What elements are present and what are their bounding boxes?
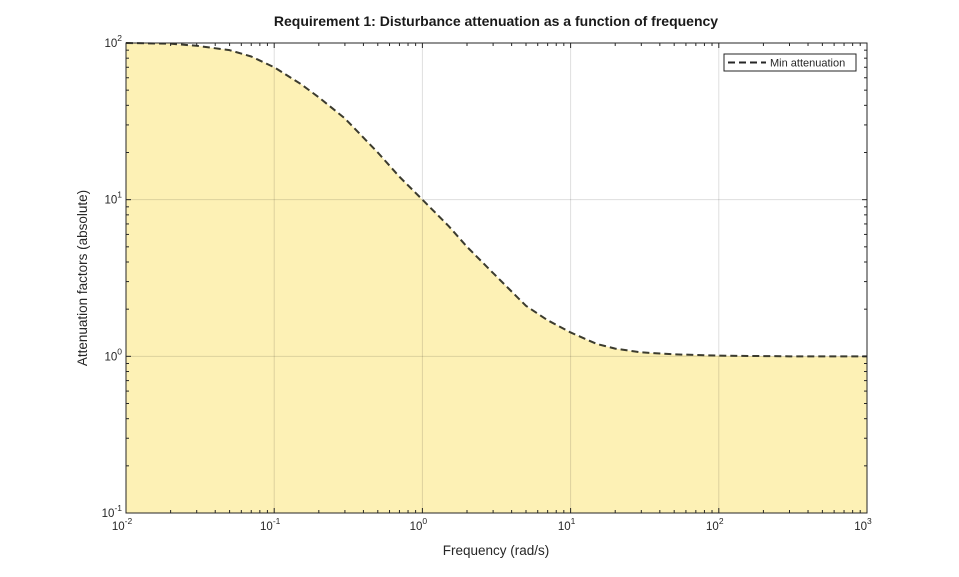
axes-box: [125, 42, 868, 514]
chart-title: Requirement 1: Disturbance attenuation a…: [274, 13, 718, 29]
series-fill-min-attenuation: [126, 43, 867, 513]
y-tick-label: 102: [104, 33, 122, 50]
y-tick-label: 10-1: [102, 503, 123, 520]
x-axis-label: Frequency (rad/s): [443, 543, 550, 558]
series-line-min-attenuation: [125, 42, 867, 358]
y-tick-label: 100: [104, 346, 122, 363]
legend-box: [723, 53, 857, 72]
x-tick-label: 100: [410, 516, 428, 533]
x-tick-label: 10-1: [260, 516, 281, 533]
x-tick-label: 10-2: [112, 516, 133, 533]
x-tick-label: 101: [558, 516, 576, 533]
legend-label-min-attenuation: Min attenuation: [770, 58, 845, 70]
tick-marks: [125, 42, 868, 514]
legend: Min attenuation: [723, 53, 857, 72]
y-tick-label: 101: [104, 190, 122, 207]
x-tick-label: 102: [706, 516, 724, 533]
y-axis-label: Attenuation factors (absolute): [75, 190, 90, 366]
x-tick-label: 103: [854, 516, 872, 533]
